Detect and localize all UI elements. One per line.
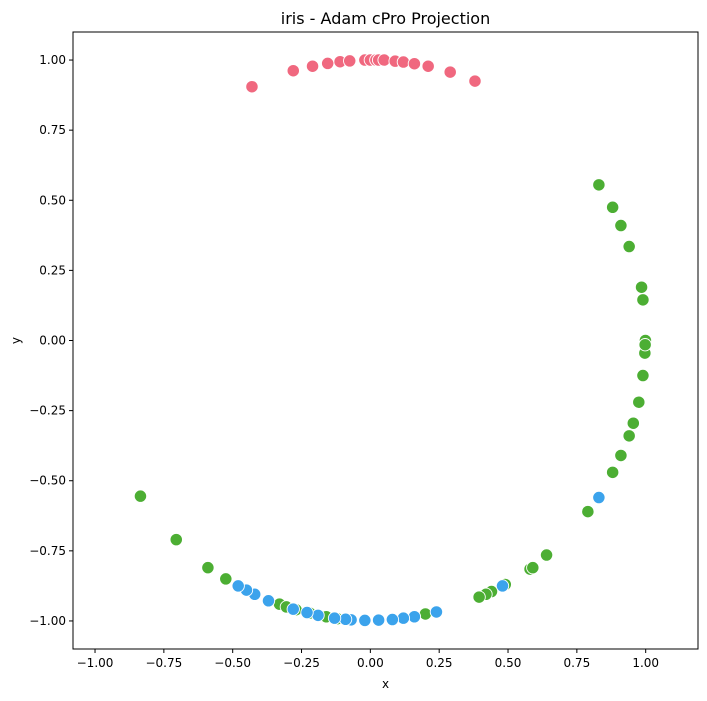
data-point bbox=[245, 80, 259, 94]
x-tick-label: 1.00 bbox=[632, 656, 659, 670]
data-point bbox=[286, 602, 300, 616]
x-tick-label: −0.50 bbox=[214, 656, 251, 670]
data-point bbox=[443, 65, 457, 79]
series-2 bbox=[231, 490, 606, 628]
data-point bbox=[219, 572, 233, 586]
data-point bbox=[636, 293, 650, 307]
data-point bbox=[592, 178, 606, 192]
data-point bbox=[622, 429, 636, 443]
data-point bbox=[495, 579, 510, 593]
data-point bbox=[638, 338, 652, 352]
y-axis: −1.00 −0.75 −0.50 −0.25 0.00 0.25 0.50 0.75 1.00 bbox=[29, 53, 73, 628]
data-point bbox=[327, 611, 342, 625]
data-point bbox=[261, 594, 276, 608]
data-point bbox=[429, 605, 444, 619]
data-point bbox=[300, 605, 314, 620]
data-point bbox=[614, 218, 628, 233]
data-point bbox=[634, 280, 649, 294]
series-1 bbox=[133, 178, 653, 626]
data-point bbox=[396, 611, 411, 625]
y-axis-label: y bbox=[9, 337, 23, 344]
x-axis-label: x bbox=[382, 677, 389, 691]
y-tick-label: −0.25 bbox=[29, 404, 66, 418]
x-tick-label: −0.75 bbox=[145, 656, 182, 670]
data-point bbox=[592, 490, 606, 505]
y-tick-label: −1.00 bbox=[29, 614, 66, 628]
x-tick-label: 0.25 bbox=[426, 656, 453, 670]
data-point bbox=[201, 561, 215, 575]
data-point bbox=[133, 489, 148, 503]
x-tick-label: 0.50 bbox=[495, 656, 522, 670]
x-axis: −1.00 −0.75 −0.50 −0.25 0.00 0.25 0.50 0.75 1.00 bbox=[77, 649, 659, 670]
data-point bbox=[396, 55, 411, 69]
x-tick-label: 0.00 bbox=[357, 656, 384, 670]
data-point bbox=[622, 239, 636, 254]
y-tick-label: 0.00 bbox=[39, 334, 66, 348]
data-point bbox=[614, 448, 628, 463]
data-point bbox=[407, 610, 422, 624]
y-tick-label: 1.00 bbox=[39, 53, 66, 67]
y-tick-label: 0.50 bbox=[39, 193, 66, 207]
data-point bbox=[636, 368, 650, 383]
y-tick-label: −0.50 bbox=[29, 474, 66, 488]
data-point bbox=[286, 64, 300, 78]
data-point bbox=[581, 504, 595, 519]
data-point bbox=[605, 465, 620, 479]
data-point bbox=[321, 56, 335, 71]
data-point bbox=[305, 59, 320, 73]
data-point bbox=[371, 613, 386, 627]
y-tick-label: 0.75 bbox=[39, 123, 66, 137]
chart-title: iris - Adam cPro Projection bbox=[281, 9, 490, 28]
data-point bbox=[468, 74, 482, 88]
data-point bbox=[343, 54, 357, 68]
data-point bbox=[377, 53, 391, 67]
data-point bbox=[472, 590, 486, 604]
x-tick-label: −1.00 bbox=[77, 656, 114, 670]
data-point bbox=[526, 561, 540, 575]
data-point bbox=[539, 548, 554, 562]
data-point bbox=[421, 59, 435, 73]
data-point bbox=[632, 395, 646, 409]
data-point bbox=[311, 608, 325, 622]
data-point bbox=[231, 579, 245, 593]
plot-frame bbox=[72, 31, 699, 650]
y-tick-label: −0.75 bbox=[29, 544, 66, 558]
x-tick-label: −0.25 bbox=[283, 656, 320, 670]
data-point bbox=[407, 57, 422, 71]
data-point bbox=[418, 607, 433, 621]
plot-points bbox=[133, 53, 653, 628]
y-tick-label: 0.25 bbox=[39, 263, 66, 277]
series-0 bbox=[245, 53, 482, 94]
data-point bbox=[385, 612, 400, 627]
data-point bbox=[626, 416, 640, 430]
data-point bbox=[605, 200, 620, 214]
data-point bbox=[338, 612, 353, 626]
x-tick-label: 0.75 bbox=[563, 656, 590, 670]
data-point bbox=[358, 613, 372, 628]
data-point bbox=[169, 532, 183, 547]
